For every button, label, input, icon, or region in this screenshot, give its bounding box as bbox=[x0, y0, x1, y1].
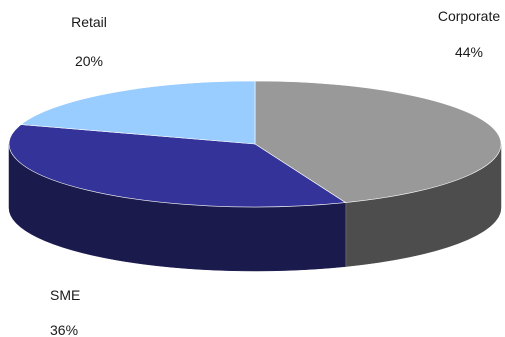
label-sme-name: SME bbox=[50, 287, 80, 303]
pie-top-slices bbox=[8, 80, 502, 208]
label-retail-value: 20% bbox=[75, 53, 103, 69]
pie-slice-sme bbox=[8, 124, 347, 208]
label-sme-value: 36% bbox=[50, 322, 78, 337]
label-corporate-name: Corporate bbox=[438, 8, 500, 24]
pie-slice-corporate bbox=[254, 80, 502, 203]
label-retail-name: Retail bbox=[71, 14, 107, 30]
label-corporate-value: 44% bbox=[455, 44, 483, 60]
pie-slice-retail bbox=[20, 80, 256, 145]
